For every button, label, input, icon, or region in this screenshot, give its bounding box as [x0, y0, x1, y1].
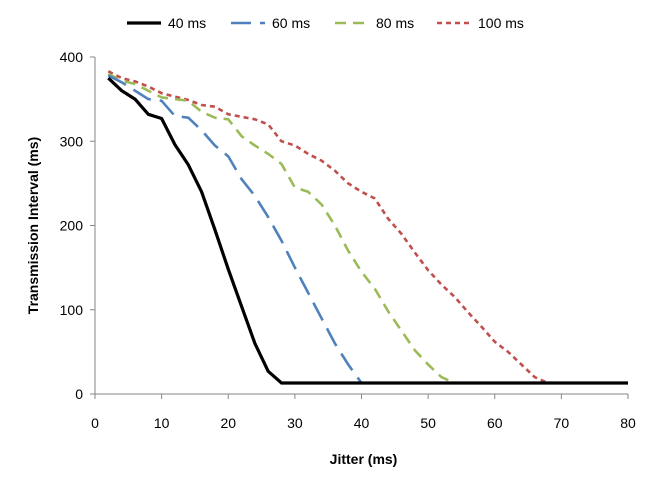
- legend-label: 80 ms: [376, 15, 414, 31]
- x-tick-label: 30: [287, 415, 303, 431]
- x-axis-ticks: 0 10 20 30 40 50 60 70 80: [91, 394, 636, 431]
- y-tick-label: 100: [60, 302, 84, 318]
- x-tick-label: 80: [620, 415, 636, 431]
- y-axis-ticks: 0 100 200 300 400: [60, 49, 95, 402]
- x-tick-label: 60: [487, 415, 503, 431]
- x-tick-label: 20: [220, 415, 236, 431]
- x-axis-title: Jitter (ms): [330, 451, 398, 467]
- x-tick-label: 50: [420, 415, 436, 431]
- series-line-40-ms: [107, 76, 628, 385]
- y-tick-label: 200: [60, 218, 84, 234]
- x-tick-label: 70: [554, 415, 570, 431]
- x-tick-label: 40: [354, 415, 370, 431]
- plot-area: [107, 70, 628, 385]
- x-tick-label: 10: [154, 415, 170, 431]
- y-tick-label: 0: [75, 386, 83, 402]
- legend-label: 100 ms: [478, 15, 524, 31]
- legend: 40 ms 60 ms 80 ms 100 ms: [127, 15, 524, 31]
- y-axis-title: Transmission Interval (ms): [25, 137, 41, 314]
- legend-label: 40 ms: [168, 15, 206, 31]
- y-tick-label: 400: [60, 49, 84, 65]
- series-line-100-ms: [107, 70, 628, 385]
- legend-label: 60 ms: [272, 15, 310, 31]
- series-line-60-ms: [107, 74, 628, 385]
- series-line-80-ms: [107, 72, 628, 385]
- y-tick-label: 300: [60, 133, 84, 149]
- x-tick-label: 0: [91, 415, 99, 431]
